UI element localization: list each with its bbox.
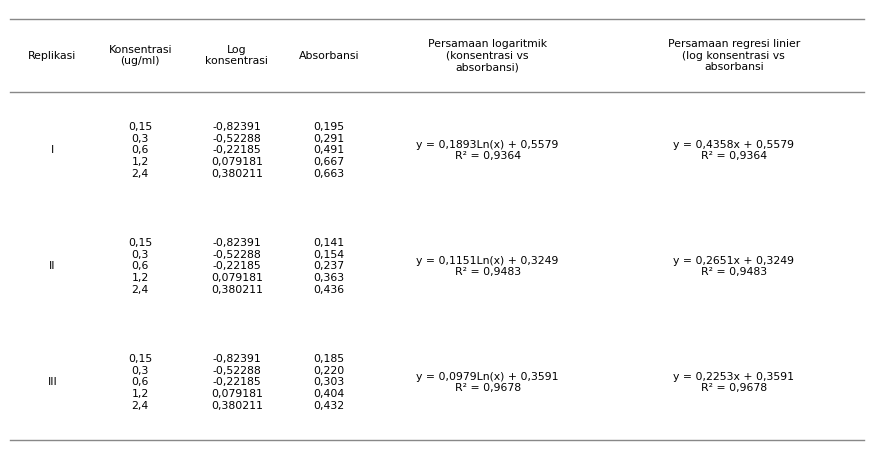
Text: -0,82391
-0,52288
-0,22185
0,079181
0,380211: -0,82391 -0,52288 -0,22185 0,079181 0,38… (211, 122, 263, 178)
Text: -0,82391
-0,52288
-0,22185
0,079181
0,380211: -0,82391 -0,52288 -0,22185 0,079181 0,38… (211, 354, 263, 411)
Text: I: I (51, 145, 54, 156)
Text: Persamaan regresi linier
(log konsentrasi vs
absorbansi: Persamaan regresi linier (log konsentras… (668, 39, 800, 72)
Text: 0,185
0,220
0,303
0,404
0,432: 0,185 0,220 0,303 0,404 0,432 (314, 354, 345, 411)
Text: Konsentrasi
(ug/ml): Konsentrasi (ug/ml) (108, 45, 172, 66)
Text: y = 0,4358x + 0,5579
R² = 0,9364: y = 0,4358x + 0,5579 R² = 0,9364 (673, 140, 794, 161)
Text: Replikasi: Replikasi (28, 50, 76, 61)
Text: III: III (47, 377, 57, 387)
Text: Absorbansi: Absorbansi (299, 50, 359, 61)
Text: y = 0,0979Ln(x) + 0,3591
R² = 0,9678: y = 0,0979Ln(x) + 0,3591 R² = 0,9678 (416, 371, 558, 393)
Text: 0,141
0,154
0,237
0,363
0,436: 0,141 0,154 0,237 0,363 0,436 (314, 238, 345, 295)
Text: 0,15
0,3
0,6
1,2
2,4: 0,15 0,3 0,6 1,2 2,4 (128, 238, 152, 295)
Text: y = 0,1151Ln(x) + 0,3249
R² = 0,9483: y = 0,1151Ln(x) + 0,3249 R² = 0,9483 (416, 256, 558, 277)
Text: II: II (49, 261, 56, 271)
Text: -0,82391
-0,52288
-0,22185
0,079181
0,380211: -0,82391 -0,52288 -0,22185 0,079181 0,38… (211, 238, 263, 295)
Text: y = 0,1893Ln(x) + 0,5579
R² = 0,9364: y = 0,1893Ln(x) + 0,5579 R² = 0,9364 (416, 140, 558, 161)
Text: y = 0,2651x + 0,3249
R² = 0,9483: y = 0,2651x + 0,3249 R² = 0,9483 (673, 256, 794, 277)
Text: Persamaan logaritmik
(konsentrasi vs
absorbansi): Persamaan logaritmik (konsentrasi vs abs… (428, 39, 547, 72)
Text: 0,15
0,3
0,6
1,2
2,4: 0,15 0,3 0,6 1,2 2,4 (128, 354, 152, 411)
Text: y = 0,2253x + 0,3591
R² = 0,9678: y = 0,2253x + 0,3591 R² = 0,9678 (673, 371, 794, 393)
Text: 0,195
0,291
0,491
0,667
0,663: 0,195 0,291 0,491 0,667 0,663 (314, 122, 345, 178)
Text: 0,15
0,3
0,6
1,2
2,4: 0,15 0,3 0,6 1,2 2,4 (128, 122, 152, 178)
Text: Log
konsentrasi: Log konsentrasi (205, 45, 268, 66)
